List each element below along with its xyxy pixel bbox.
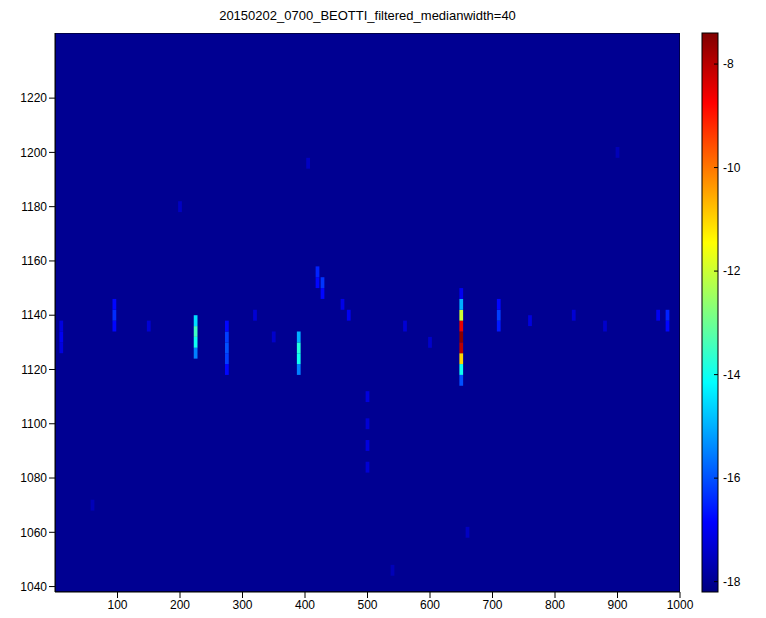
svg-text:800: 800 bbox=[545, 598, 565, 612]
svg-text:200: 200 bbox=[170, 598, 190, 612]
svg-text:900: 900 bbox=[607, 598, 627, 612]
svg-text:1160: 1160 bbox=[21, 254, 47, 268]
svg-text:1060: 1060 bbox=[20, 526, 47, 540]
svg-text:1040: 1040 bbox=[20, 580, 47, 594]
svg-text:100: 100 bbox=[107, 598, 127, 612]
svg-text:-14: -14 bbox=[723, 368, 741, 382]
svg-text:-12: -12 bbox=[723, 264, 741, 278]
svg-text:500: 500 bbox=[357, 598, 377, 612]
svg-text:1120: 1120 bbox=[21, 363, 47, 377]
svg-text:1180: 1180 bbox=[21, 200, 47, 214]
svg-text:-18: -18 bbox=[723, 575, 741, 589]
svg-text:600: 600 bbox=[420, 598, 440, 612]
html-text:20150202_0700_BEOTTI_filtered_: 20150202_0700_BEOTTI_filtered_medianwidt… bbox=[219, 8, 516, 23]
svg-text:1000: 1000 bbox=[667, 598, 694, 612]
svg-text:1100: 1100 bbox=[21, 417, 47, 431]
svg-text:1140: 1140 bbox=[21, 308, 47, 322]
svg-text:-16: -16 bbox=[723, 471, 741, 485]
svg-text:1200: 1200 bbox=[20, 146, 47, 160]
svg-text:400: 400 bbox=[295, 598, 315, 612]
svg-text:700: 700 bbox=[482, 598, 502, 612]
svg-text:1080: 1080 bbox=[20, 471, 47, 485]
svg-text:-8: -8 bbox=[723, 57, 734, 71]
svg-text:1220: 1220 bbox=[20, 91, 47, 105]
svg-text:-10: -10 bbox=[723, 161, 741, 175]
svg-text:300: 300 bbox=[232, 598, 252, 612]
